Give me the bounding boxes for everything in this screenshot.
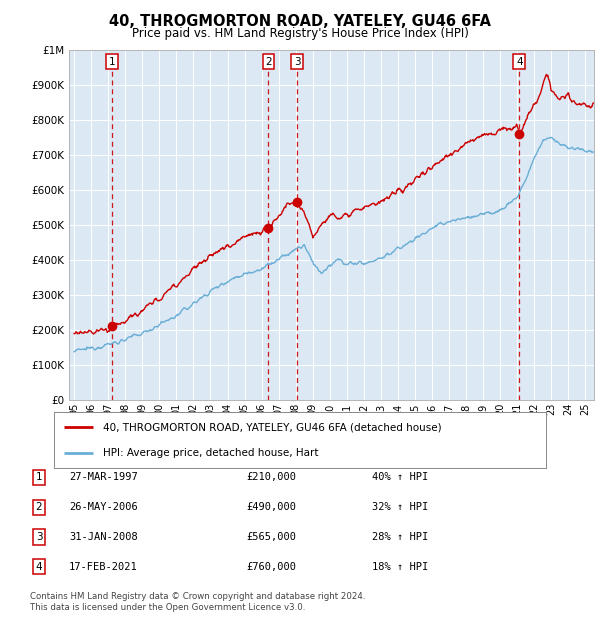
Text: 31-JAN-2008: 31-JAN-2008	[69, 532, 138, 542]
Text: 40, THROGMORTON ROAD, YATELEY, GU46 6FA: 40, THROGMORTON ROAD, YATELEY, GU46 6FA	[109, 14, 491, 29]
Text: HPI: Average price, detached house, Hart: HPI: Average price, detached house, Hart	[103, 448, 319, 458]
Text: 32% ↑ HPI: 32% ↑ HPI	[372, 502, 428, 512]
Text: 40% ↑ HPI: 40% ↑ HPI	[372, 472, 428, 482]
Text: Price paid vs. HM Land Registry's House Price Index (HPI): Price paid vs. HM Land Registry's House …	[131, 27, 469, 40]
Text: 40, THROGMORTON ROAD, YATELEY, GU46 6FA (detached house): 40, THROGMORTON ROAD, YATELEY, GU46 6FA …	[103, 422, 442, 432]
Text: £565,000: £565,000	[246, 532, 296, 542]
Text: £490,000: £490,000	[246, 502, 296, 512]
Text: 2: 2	[35, 502, 43, 512]
Text: £760,000: £760,000	[246, 562, 296, 572]
Text: 1: 1	[35, 472, 43, 482]
Text: 4: 4	[35, 562, 43, 572]
Text: 3: 3	[35, 532, 43, 542]
Text: 18% ↑ HPI: 18% ↑ HPI	[372, 562, 428, 572]
Text: 17-FEB-2021: 17-FEB-2021	[69, 562, 138, 572]
Text: 4: 4	[516, 57, 523, 67]
Text: 28% ↑ HPI: 28% ↑ HPI	[372, 532, 428, 542]
Text: 3: 3	[294, 57, 301, 67]
Text: 1: 1	[109, 57, 116, 67]
Text: 2: 2	[265, 57, 272, 67]
Text: Contains HM Land Registry data © Crown copyright and database right 2024.
This d: Contains HM Land Registry data © Crown c…	[30, 592, 365, 611]
Text: 26-MAY-2006: 26-MAY-2006	[69, 502, 138, 512]
Text: 27-MAR-1997: 27-MAR-1997	[69, 472, 138, 482]
Text: £210,000: £210,000	[246, 472, 296, 482]
